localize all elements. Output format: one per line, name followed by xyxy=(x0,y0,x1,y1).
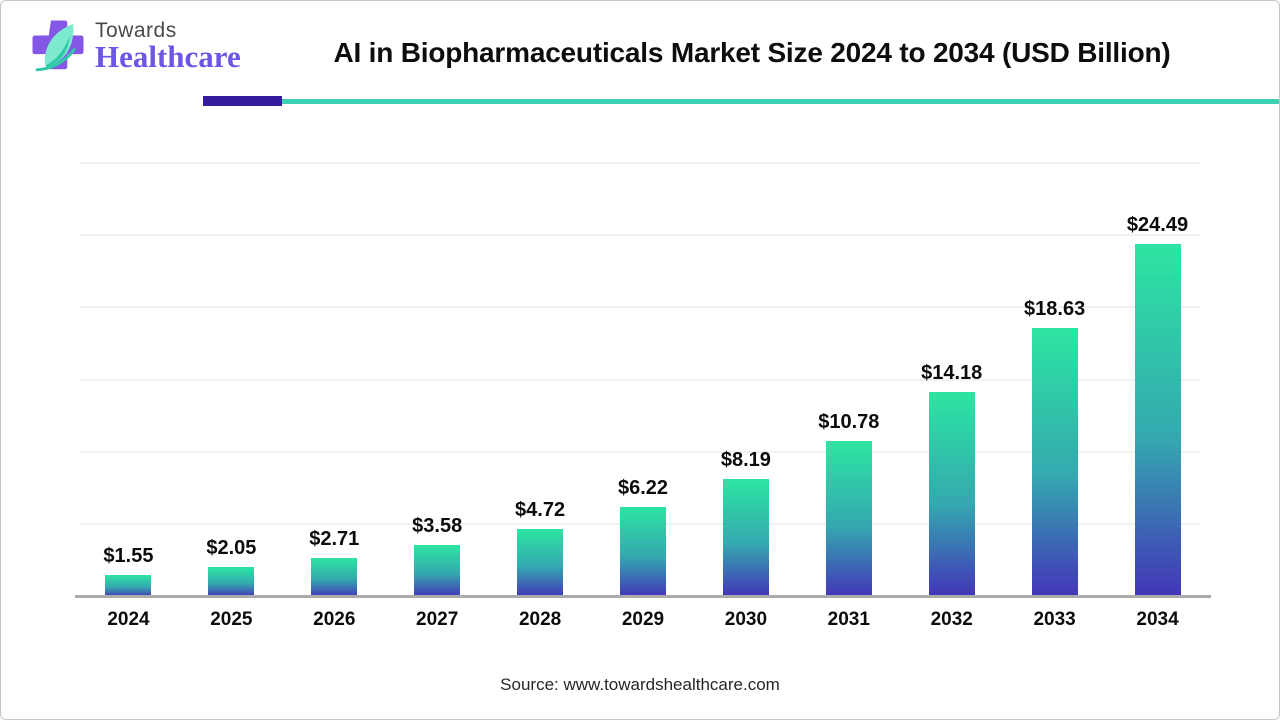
bar-value-label-2025: $2.05 xyxy=(206,537,257,560)
bar-column-2033: $18.63 xyxy=(1003,164,1106,597)
x-tick-label-2034: 2034 xyxy=(1136,609,1179,630)
title-underline-purple-segment xyxy=(203,96,282,106)
bar-2031 xyxy=(825,441,872,597)
bar-2033 xyxy=(1031,328,1078,597)
cross-leaf-logo-icon xyxy=(32,20,84,72)
bar-2025 xyxy=(208,567,255,597)
x-tick-label-2027: 2027 xyxy=(416,609,459,630)
bar-2032 xyxy=(928,392,975,597)
bars-row: $1.55 $2.05 $2.71 $3.58 $4.72 $6.22 $8.19 $10.7… xyxy=(77,164,1209,597)
source-text: Source: www.towardshealthcare.com xyxy=(500,675,780,694)
bar-value-label-2028: $4.72 xyxy=(515,498,566,521)
bar-value-label-2032: $14.18 xyxy=(921,362,983,385)
gridline-30 xyxy=(81,162,1199,164)
x-tick-label-2031: 2031 xyxy=(827,609,870,630)
bar-2029 xyxy=(619,507,666,597)
bar-value-label-2027: $3.58 xyxy=(412,515,463,538)
bar-column-2027: $3.58 xyxy=(386,164,489,597)
bar-value-label-2034: $24.49 xyxy=(1126,213,1189,236)
x-axis-line xyxy=(75,595,1211,598)
bar-column-2032: $14.18 xyxy=(900,164,1003,597)
brand-name-healthcare: Healthcare xyxy=(95,39,241,74)
bar-value-label-2033: $18.63 xyxy=(1024,298,1086,321)
bar-column-2030: $8.19 xyxy=(694,164,797,597)
bar-chart-plot-area: $1.55 $2.05 $2.71 $3.58 $4.72 $6.22 $8.19 $10.7… xyxy=(75,162,1211,630)
bar-value-label-2024: $1.55 xyxy=(103,544,154,567)
bar-column-2024: $1.55 xyxy=(77,164,180,597)
bar-column-2031: $10.78 xyxy=(797,164,900,597)
bar-2027 xyxy=(414,545,461,597)
x-axis-tick-labels: 2024 2025 2026 2027 2028 2029 2030 2031 2032 2033… xyxy=(77,609,1209,631)
bar-value-label-2030: $8.19 xyxy=(720,448,771,471)
title-underline-teal-segment xyxy=(282,99,1279,104)
bar-value-label-2026: $2.71 xyxy=(309,527,360,550)
gridline-10 xyxy=(81,450,1199,453)
x-tick-label-2032: 2032 xyxy=(930,609,973,630)
bar-2026 xyxy=(311,557,358,597)
x-tick-label-2029: 2029 xyxy=(621,609,665,630)
gridline-25 xyxy=(81,234,1199,237)
gridline-15 xyxy=(81,378,1199,381)
bar-value-label-2031: $10.78 xyxy=(818,411,880,434)
bar-2024 xyxy=(105,574,152,597)
brand-logo-text: Towards Healthcare xyxy=(95,20,241,72)
bar-column-2029: $6.22 xyxy=(592,164,695,597)
bar-column-2025: $2.05 xyxy=(180,164,283,597)
x-tick-label-2030: 2030 xyxy=(724,609,768,630)
brand-name-towards: Towards xyxy=(95,19,177,42)
x-tick-label-2033: 2033 xyxy=(1033,609,1076,630)
x-tick-label-2024: 2024 xyxy=(107,609,150,630)
bar-column-2034: $24.49 xyxy=(1106,164,1209,597)
x-tick-label-2025: 2025 xyxy=(210,609,253,630)
bar-value-label-2029: $6.22 xyxy=(617,477,669,500)
gridline-20 xyxy=(81,306,1199,309)
bar-column-2026: $2.71 xyxy=(283,164,386,597)
brand-logo: Towards Healthcare xyxy=(29,17,241,75)
bar-column-2028: $4.72 xyxy=(489,164,592,597)
bar-2030 xyxy=(722,478,769,597)
chart-title: AI in Biopharmaceuticals Market Size 202… xyxy=(333,37,1171,68)
bar-2028 xyxy=(517,528,564,597)
x-tick-label-2026: 2026 xyxy=(313,609,356,630)
x-tick-label-2028: 2028 xyxy=(518,609,562,630)
bar-2034 xyxy=(1134,243,1181,597)
